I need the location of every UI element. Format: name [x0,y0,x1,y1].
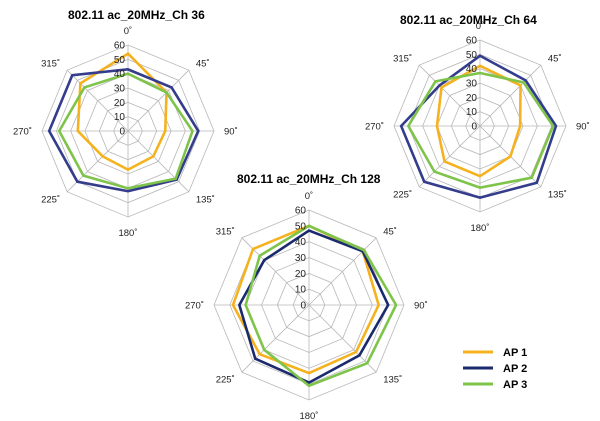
radial-tick-label: 60 [295,206,307,217]
series-line-ap-3 [406,71,555,189]
radial-tick-label: 50 [466,50,478,61]
legend: AP 1 AP 2 AP 3 [463,347,527,391]
radial-tick-label: 20 [466,93,478,104]
angle-label: 90˚ [576,122,590,133]
angle-label: 225˚ [41,194,60,205]
chart-title: 802.11 ac_20MHz_Ch 36 [68,8,205,22]
angle-label: 135˚ [196,194,215,205]
grid-spoke [418,64,481,127]
grid-spoke [66,69,129,132]
radar-chart-ch36: 0 10 20 30 40 50 60 0˚ 45˚ 90˚ 135˚ 180˚ 225˚ 270˚ 315… [13,8,238,239]
angle-label: 180˚ [299,411,318,421]
series-line-ap-1 [231,224,381,375]
radial-tick-label: 50 [114,55,126,66]
radial-tick-label: 0 [300,301,306,312]
angle-label: 45˚ [383,226,397,237]
radar-grid [41,44,215,218]
legend-item: AP 1 [463,347,527,359]
legend-label: AP 3 [503,379,527,391]
radial-tick-label: 10 [114,112,126,123]
series-line-ap-1 [76,51,168,172]
angle-label: 315˚ [41,59,60,70]
angle-label: 270˚ [365,122,384,133]
angle-label: 315˚ [216,226,235,237]
legend-label: AP 2 [503,363,527,375]
angle-label: 45˚ [196,59,210,70]
radial-tick-label: 60 [466,36,478,47]
grid-spoke [241,304,310,373]
angle-label: 180˚ [470,223,489,234]
angle-label: 180˚ [118,228,137,239]
radial-tick-label: 50 [295,221,307,232]
legend-item: AP 3 [463,379,527,391]
grid-spoke [418,125,481,188]
angle-label: 0˚ [124,26,132,37]
legend-label: AP 1 [503,347,527,359]
grid-spoke [127,130,190,193]
series-line-ap-3 [57,72,194,190]
radial-tick-label: 10 [466,107,478,118]
radial-tick-label: 60 [114,41,126,52]
radial-tick-label: 0 [119,127,125,138]
series-line-ap-2 [399,54,558,200]
radar-chart-ch128: 0 10 20 30 40 50 60 0˚ 45˚ 90˚ 135˚ 180˚ 225˚ 270˚ 315… [185,172,428,421]
angle-label: 45˚ [548,54,562,65]
chart-title: 802.11 ac_20MHz_Ch 128 [237,172,381,186]
radial-tick-label: 20 [114,98,126,109]
series-line-ap-2 [237,229,390,385]
radial-tick-label: 40 [295,237,307,248]
angle-label: 225˚ [393,189,412,200]
angle-label: 315˚ [393,54,412,65]
legend-item: AP 2 [463,363,527,375]
radial-tick-label: 0 [471,122,477,133]
grid-spoke [479,64,542,127]
radial-tick-label: 40 [114,69,126,80]
grid-spoke [127,69,190,132]
radial-tick-label: 40 [466,64,478,75]
angle-label: 90˚ [224,127,238,138]
grid-spoke [308,304,377,373]
angle-label: 0˚ [476,21,484,32]
angle-label: 90˚ [414,301,428,312]
radial-tick-label: 30 [295,253,307,264]
angle-label: 0˚ [305,191,313,202]
angle-label: 270˚ [185,301,204,312]
radar-chart-ch64: 0 10 20 30 40 50 60 0˚ 45˚ 90˚ 135˚ 180˚ 225˚ 270˚ 315… [365,13,590,234]
series-line-ap-3 [244,224,398,388]
radial-tick-label: 30 [114,84,126,95]
radial-tick-label: 10 [295,285,307,296]
angle-label: 270˚ [13,127,32,138]
grid-spoke [308,237,377,306]
angle-label: 135˚ [383,375,402,386]
series-line-ap-1 [435,64,522,178]
series-line-ap-2 [47,68,200,193]
radial-tick-label: 20 [295,269,307,280]
angle-label: 225˚ [216,375,235,386]
chart-title: 802.11 ac_20MHz_Ch 64 [400,13,537,27]
radial-tick-label: 30 [466,79,478,90]
radar-grid [213,209,405,401]
angle-label: 135˚ [548,189,567,200]
